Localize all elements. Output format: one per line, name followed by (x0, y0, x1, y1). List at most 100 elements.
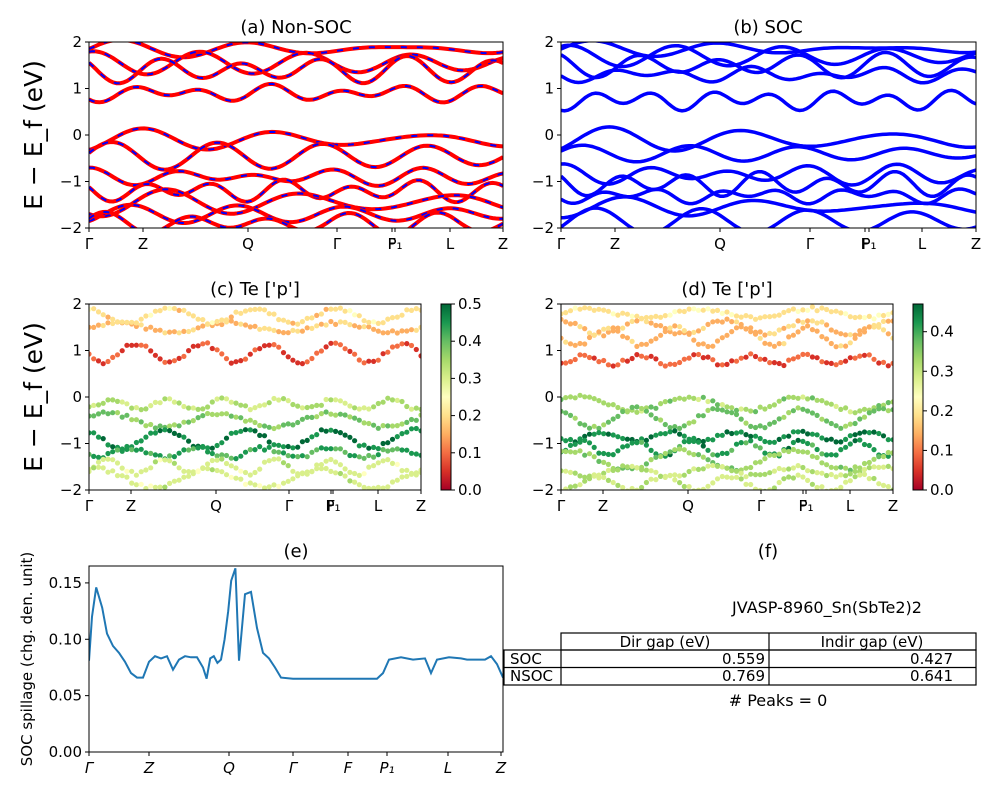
projected-point (561, 468, 564, 474)
projected-point (643, 355, 650, 361)
band-line-soc (89, 140, 503, 171)
projected-point (809, 481, 816, 487)
title-d: (d) Te ['p'] (681, 279, 772, 300)
projected-point (757, 404, 763, 410)
projected-point (314, 462, 320, 468)
projected-point (695, 413, 702, 419)
projected-point (567, 359, 574, 365)
projected-point (686, 394, 692, 400)
projected-point (337, 470, 343, 477)
projected-point (418, 353, 421, 359)
projected-point (366, 406, 372, 412)
table-row-label: SOC (510, 650, 542, 668)
projected-point (776, 465, 782, 472)
projected-point (129, 319, 135, 325)
projected-point (247, 472, 253, 478)
projected-point (186, 405, 192, 411)
projected-point (361, 420, 367, 426)
table-cell: 0.427 (910, 650, 953, 668)
x-tick-label: Γ (289, 759, 299, 777)
x-tick-label: F (799, 497, 808, 515)
projected-point (814, 308, 820, 314)
projected-point (418, 307, 421, 313)
projected-point (582, 326, 588, 332)
projected-point (786, 323, 792, 329)
projected-point (819, 451, 825, 457)
projected-point (658, 417, 664, 423)
projected-point (567, 436, 574, 443)
projected-point (119, 348, 125, 354)
projected-point (733, 474, 740, 480)
projected-point (643, 408, 650, 414)
projected-point (389, 479, 396, 485)
title-e: (e) (283, 541, 308, 562)
projected-point (714, 318, 721, 324)
projected-point (762, 356, 768, 362)
projected-point (195, 316, 201, 322)
projected-point (157, 457, 163, 463)
projected-point (257, 326, 263, 332)
projected-point (148, 348, 154, 354)
projected-point (852, 438, 858, 444)
projected-point (567, 442, 574, 448)
projected-point (228, 455, 234, 461)
projected-point (399, 468, 405, 474)
projected-point (582, 437, 588, 443)
projected-point (309, 414, 315, 420)
projected-point (648, 468, 654, 474)
projected-point (119, 465, 125, 471)
projected-point (413, 425, 419, 432)
projected-point (605, 308, 612, 314)
projected-point (762, 450, 768, 456)
projected-point (105, 411, 111, 417)
projected-point (276, 317, 282, 323)
projected-point (824, 452, 830, 458)
projected-point (857, 314, 863, 320)
band-line-nonsoc (89, 81, 503, 105)
projected-point (767, 341, 773, 347)
projected-point (110, 316, 116, 322)
projected-point (605, 467, 612, 473)
projected-point (615, 434, 621, 440)
projected-point (586, 354, 593, 361)
x-tick-label: P₁ (861, 235, 876, 253)
projected-point (800, 325, 806, 331)
projected-point (586, 330, 593, 336)
projected-point (152, 327, 158, 333)
projected-point (705, 407, 711, 413)
projected-point (814, 320, 820, 326)
projected-point (800, 406, 806, 412)
projected-point (876, 464, 882, 470)
projected-point (333, 397, 339, 403)
projected-point (371, 422, 377, 428)
projected-point (819, 470, 825, 476)
projected-point (561, 436, 564, 442)
x-tick-label: Γ (557, 497, 566, 515)
projected-point (809, 354, 816, 360)
projected-point (100, 322, 106, 329)
band-line-soc (89, 82, 503, 104)
projected-point (610, 479, 616, 486)
projected-point (833, 423, 839, 429)
projected-point (176, 477, 182, 483)
projected-point (167, 428, 173, 434)
projected-point (408, 426, 415, 432)
projected-point (795, 329, 801, 335)
projected-point (119, 448, 125, 454)
projected-point (605, 362, 612, 368)
projected-point (318, 402, 324, 408)
projected-point (95, 459, 102, 465)
projected-point (114, 460, 121, 466)
projected-point (828, 340, 834, 347)
projected-point (572, 356, 578, 363)
projected-point (328, 456, 334, 463)
projected-point (171, 399, 177, 405)
projected-point (748, 423, 754, 429)
projected-point (795, 354, 801, 360)
projected-point (100, 409, 106, 415)
projected-point (233, 400, 239, 406)
projected-point (762, 488, 768, 490)
projected-point (615, 362, 621, 368)
projected-point (705, 398, 711, 405)
projected-point (266, 400, 272, 406)
